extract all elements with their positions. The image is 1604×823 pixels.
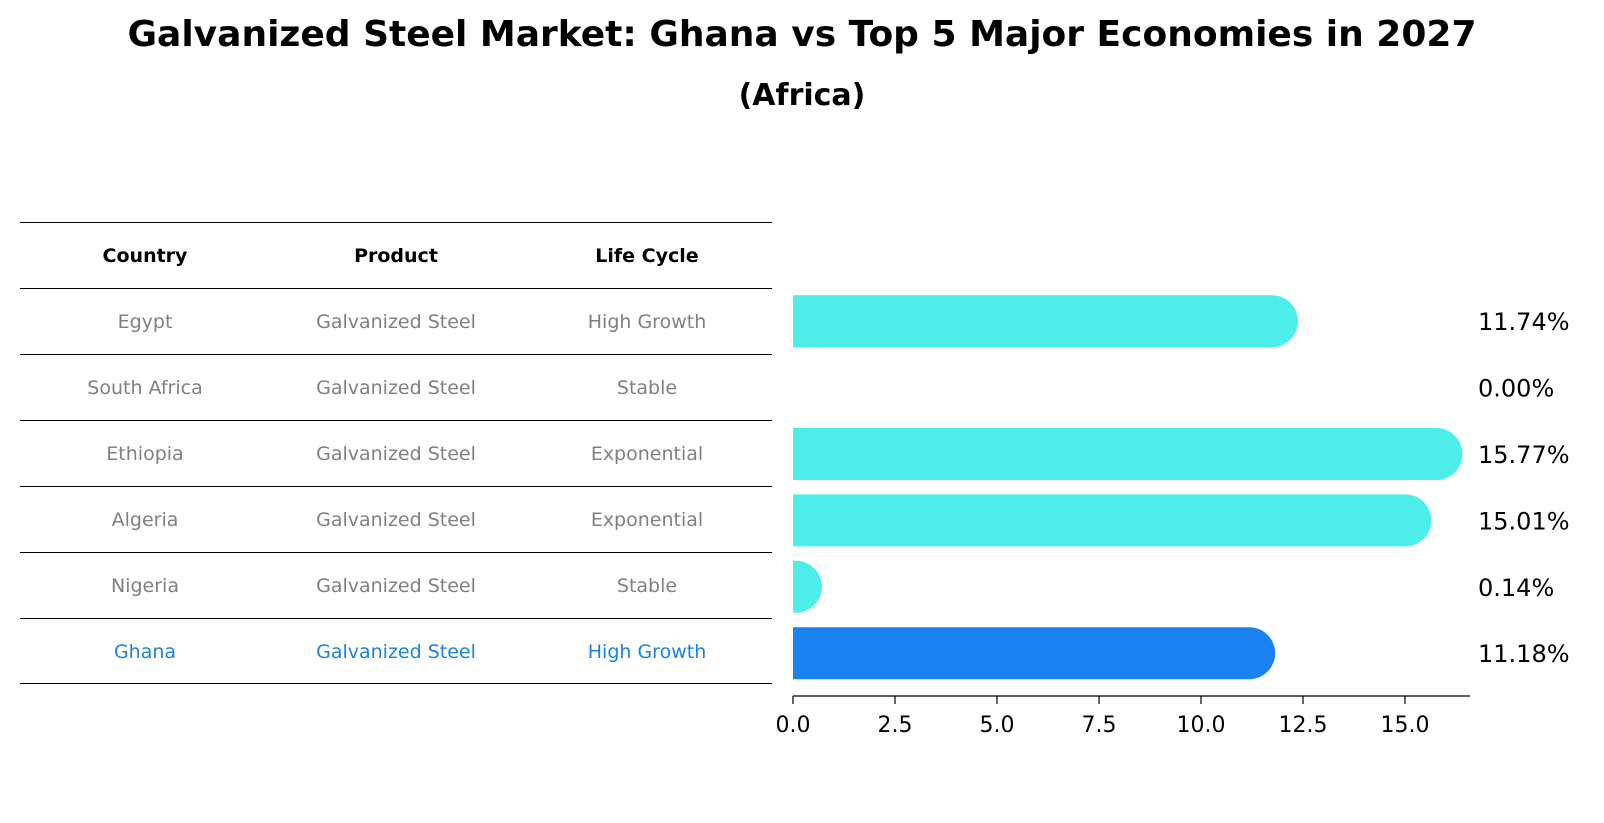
data-label: 15.77% xyxy=(1478,441,1570,469)
cell-life-cycle: High Growth xyxy=(587,641,707,663)
data-label: 0.14% xyxy=(1478,574,1554,602)
cell-product: Galvanized Steel xyxy=(316,509,476,531)
table-row: Algeria Galvanized Steel Exponential xyxy=(20,486,772,552)
bar-algeria xyxy=(793,494,1432,547)
data-label: 11.18% xyxy=(1478,640,1570,668)
table-row-highlighted: Ghana Galvanized Steel High Growth xyxy=(20,618,772,684)
header-life-cycle: Life Cycle xyxy=(595,245,699,267)
cell-life-cycle: Exponential xyxy=(590,509,704,531)
bar-nigeria xyxy=(793,560,822,613)
x-tick-label: 0.0 xyxy=(776,713,811,738)
x-tick-label: 7.5 xyxy=(1082,713,1117,738)
header-country: Country xyxy=(102,245,188,267)
bar-ghana xyxy=(793,627,1276,680)
cell-life-cycle: Stable xyxy=(616,575,678,597)
table-row: Egypt Galvanized Steel High Growth xyxy=(20,288,772,354)
table-header-row: Country Product Life Cycle xyxy=(20,222,772,288)
x-tick-label: 12.5 xyxy=(1279,713,1328,738)
table-row: South Africa Galvanized Steel Stable xyxy=(20,354,772,420)
table-row: Nigeria Galvanized Steel Stable xyxy=(20,552,772,618)
table-row: Ethiopia Galvanized Steel Exponential xyxy=(20,420,772,486)
cell-country: Ghana xyxy=(113,641,177,663)
header-product: Product xyxy=(354,245,438,267)
cell-product: Galvanized Steel xyxy=(316,443,476,465)
cell-product: Galvanized Steel xyxy=(316,377,476,399)
cell-country: South Africa xyxy=(87,377,203,399)
cell-country: Nigeria xyxy=(111,575,179,597)
cell-life-cycle: Stable xyxy=(616,377,678,399)
x-tick-label: 15.0 xyxy=(1381,713,1430,738)
data-label: 0.00% xyxy=(1478,375,1554,403)
cell-life-cycle: Exponential xyxy=(590,443,704,465)
x-tick-label: 10.0 xyxy=(1177,713,1226,738)
data-table: Country Product Life Cycle Egypt Galvani… xyxy=(20,222,772,684)
x-tick-label: 2.5 xyxy=(878,713,913,738)
cell-product: Galvanized Steel xyxy=(316,575,476,597)
cell-country: Ethiopia xyxy=(106,443,184,465)
cell-product: Galvanized Steel xyxy=(316,311,476,333)
cell-product: Galvanized Steel xyxy=(316,641,476,663)
cell-life-cycle: High Growth xyxy=(587,311,707,333)
bar-egypt xyxy=(793,295,1298,348)
x-tick-label: 5.0 xyxy=(980,713,1015,738)
chart-title: Galvanized Steel Market: Ghana vs Top 5 … xyxy=(127,14,1477,55)
cell-country: Egypt xyxy=(117,311,173,333)
data-label: 11.74% xyxy=(1478,308,1570,336)
bar-ethiopia xyxy=(793,428,1463,480)
data-label: 15.01% xyxy=(1478,507,1570,535)
chart-subtitle: (Africa) xyxy=(738,78,866,113)
cell-country: Algeria xyxy=(111,509,179,531)
